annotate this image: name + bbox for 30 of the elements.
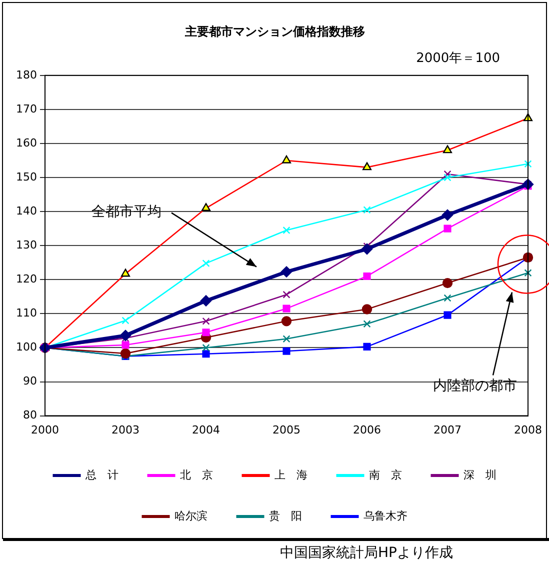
y-tick-label: 100 [16,340,37,354]
x-tick-label: 2000 [30,423,59,436]
legend-label: 总 计 [84,468,118,482]
x-tick-label: 2005 [272,423,300,436]
legend-label: 北 京 [180,468,213,482]
annotation: 内陸部の都市 [433,377,517,396]
x-tick-label: 2006 [353,423,381,436]
y-tick-label: 150 [16,170,37,184]
x-tick-label: 2008 [514,423,542,436]
y-tick-label: 170 [16,102,37,116]
text: 中国国家統計局HPより作成 [280,544,453,562]
legend-label: 乌鲁木齐 [363,509,408,522]
x-tick-label: 2007 [434,423,462,436]
y-tick-label: 110 [16,306,37,320]
legend-label: 贵 阳 [268,509,302,522]
y-tick-label: 140 [16,204,37,218]
y-tick-label: 160 [16,136,37,150]
legend-label: 南 京 [368,468,402,482]
chart-title: 主要都市マンション価格指数推移 [184,24,365,38]
y-tick-label: 130 [16,238,37,252]
x-tick-label: 2004 [192,423,220,436]
y-tick-label: 80 [22,408,37,422]
legend-label: 上 海 [274,468,308,482]
legend-label: 哈尔滨 [174,509,208,522]
y-tick-label: 120 [16,272,37,286]
legend-label: 深 圳 [463,468,496,482]
y-tick-label: 180 [16,68,37,82]
text: 2000年＝100 [416,50,500,68]
y-tick-label: 90 [22,374,37,388]
x-tick-label: 2003 [111,423,140,436]
